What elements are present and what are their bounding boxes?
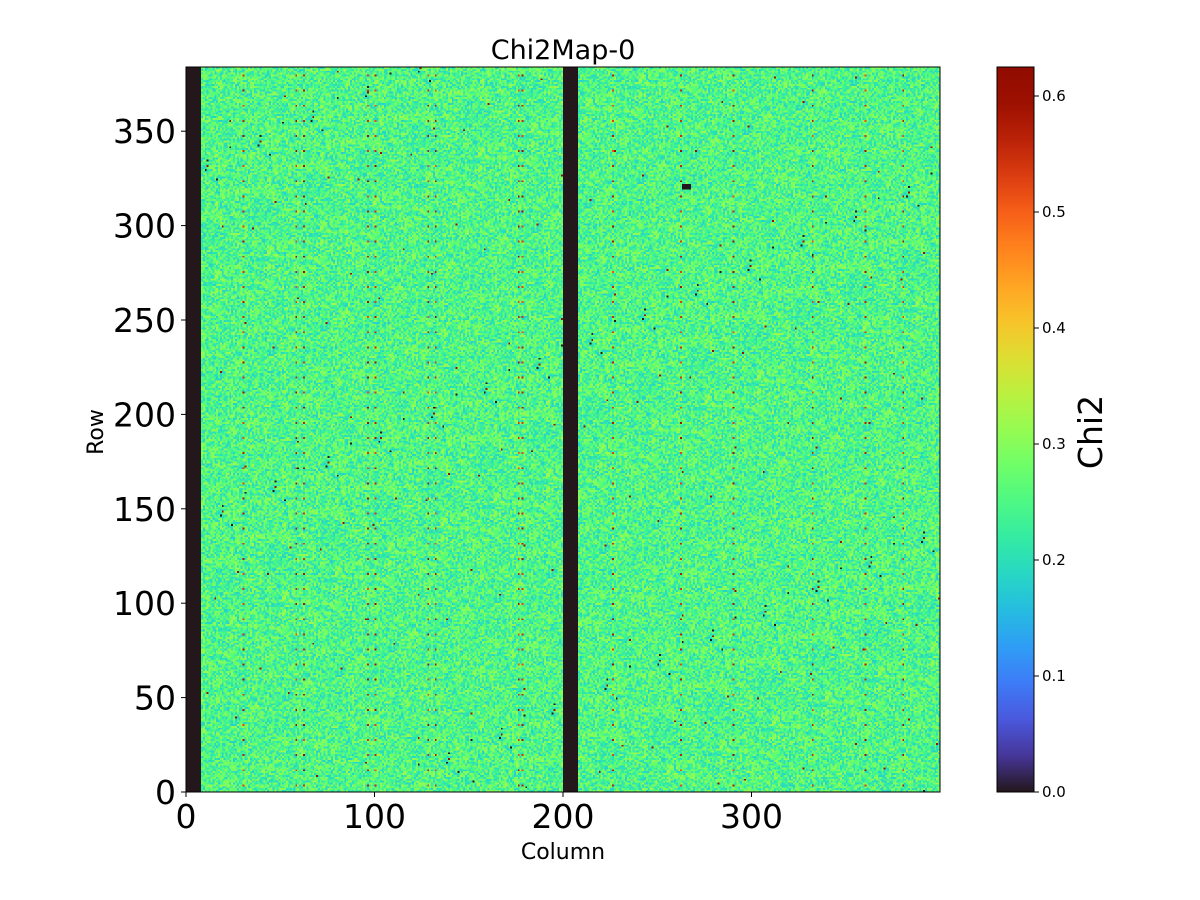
x-axis: 0 100 200 300 (176, 792, 783, 836)
x-tick-label: 100 (343, 797, 406, 836)
x-tick-label: 0 (176, 797, 197, 836)
x-tick-label: 200 (532, 797, 595, 836)
y-axis: 0 50 100 150 200 250 300 350 (113, 112, 186, 812)
y-tick-label: 300 (113, 207, 176, 246)
colorbar-label: Chi2 (1071, 395, 1110, 469)
colorbar-tick-label: 0.6 (1042, 87, 1066, 105)
x-axis-label: Column (521, 840, 605, 865)
colorbar-tick-label: 0.4 (1042, 319, 1066, 337)
heatmap-image (186, 67, 940, 792)
y-tick-label: 0 (155, 773, 176, 812)
y-tick-label: 200 (113, 395, 176, 434)
colorbar-axis: 0.0 0.1 0.2 0.3 0.4 0.5 0.6 (1034, 87, 1066, 801)
colorbar-tick-label: 0.0 (1042, 783, 1066, 801)
x-tick-label: 300 (720, 797, 783, 836)
y-tick-label: 250 (113, 301, 176, 340)
y-axis-label: Row (84, 409, 109, 455)
colorbar-tick-label: 0.3 (1042, 435, 1066, 453)
y-tick-label: 100 (113, 584, 176, 623)
y-tick-label: 50 (134, 679, 176, 718)
y-tick-label: 150 (113, 490, 176, 529)
chart-title: Chi2Map-0 (491, 35, 636, 66)
colorbar-tick-label: 0.1 (1042, 667, 1066, 685)
colorbar-tick-label: 0.2 (1042, 551, 1066, 569)
colorbar-tick-label: 0.5 (1042, 203, 1066, 221)
y-tick-label: 350 (113, 112, 176, 151)
colorbar (996, 66, 1035, 793)
